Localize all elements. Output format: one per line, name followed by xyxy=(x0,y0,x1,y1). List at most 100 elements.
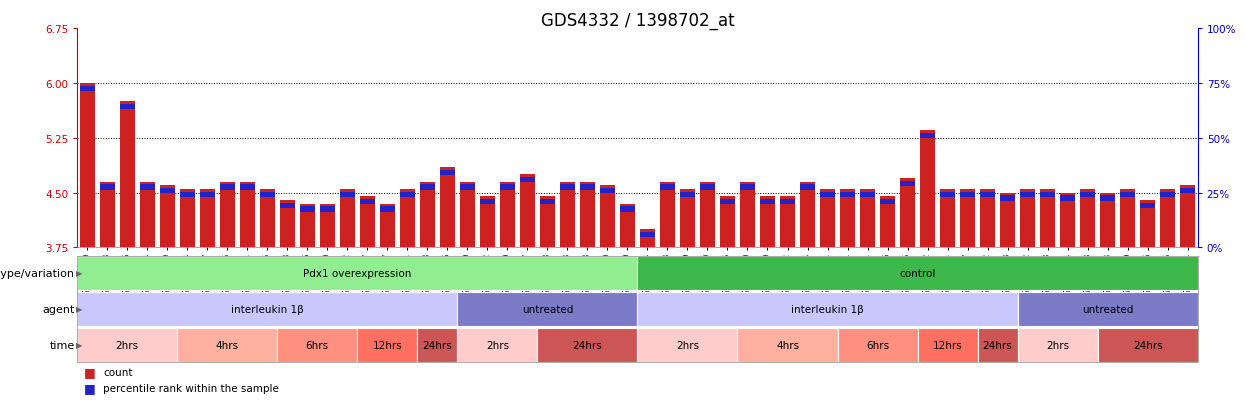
Bar xyxy=(139,185,154,190)
Bar xyxy=(801,185,815,190)
Bar xyxy=(300,207,315,212)
Bar xyxy=(120,105,134,110)
Bar xyxy=(880,197,895,248)
Bar xyxy=(380,207,395,212)
Bar xyxy=(1180,189,1195,194)
Bar xyxy=(1081,190,1096,248)
Bar xyxy=(179,190,194,248)
Bar xyxy=(720,199,735,205)
Bar xyxy=(360,197,375,248)
Bar xyxy=(500,185,515,190)
Bar xyxy=(479,197,494,248)
Bar xyxy=(420,185,435,190)
Bar xyxy=(680,192,695,197)
Text: 4hrs: 4hrs xyxy=(215,340,239,350)
Bar xyxy=(1101,193,1116,248)
Text: ▶: ▶ xyxy=(76,268,82,278)
Bar xyxy=(560,185,575,190)
Text: 24hrs: 24hrs xyxy=(573,340,603,350)
Bar xyxy=(159,189,174,194)
Bar xyxy=(459,182,474,248)
Bar xyxy=(479,199,494,205)
Bar xyxy=(600,186,615,248)
Bar xyxy=(1120,192,1135,197)
Bar xyxy=(840,190,855,248)
Text: interleukin 1β: interleukin 1β xyxy=(791,304,864,314)
Bar xyxy=(580,182,595,248)
Bar xyxy=(801,182,815,248)
Bar xyxy=(1040,192,1055,197)
Text: 12hrs: 12hrs xyxy=(372,340,402,350)
Bar xyxy=(139,182,154,248)
Bar xyxy=(720,197,735,248)
Bar xyxy=(980,190,995,248)
Bar xyxy=(100,185,115,190)
Bar xyxy=(260,192,275,197)
Bar xyxy=(1040,190,1055,248)
Text: 2hrs: 2hrs xyxy=(116,340,138,350)
Bar xyxy=(620,204,635,248)
Bar xyxy=(459,185,474,190)
Text: control: control xyxy=(899,268,936,278)
Bar xyxy=(220,182,235,248)
Text: 24hrs: 24hrs xyxy=(422,340,452,350)
Bar xyxy=(759,197,774,248)
Bar xyxy=(940,192,955,197)
Bar xyxy=(781,199,796,205)
Bar xyxy=(240,185,255,190)
Text: ▶: ▶ xyxy=(76,304,82,313)
Bar xyxy=(1101,196,1116,201)
Bar xyxy=(80,87,95,92)
Bar xyxy=(880,199,895,205)
Bar xyxy=(520,175,535,248)
Bar xyxy=(1020,190,1035,248)
Text: 12hrs: 12hrs xyxy=(933,340,962,350)
Bar xyxy=(120,102,134,248)
Bar xyxy=(640,233,655,237)
Text: 2hrs: 2hrs xyxy=(1046,340,1069,350)
Bar xyxy=(540,199,555,205)
Text: 6hrs: 6hrs xyxy=(306,340,329,350)
Text: 4hrs: 4hrs xyxy=(776,340,799,350)
Text: ■: ■ xyxy=(83,381,95,394)
Bar xyxy=(580,185,595,190)
Bar xyxy=(280,203,295,209)
Bar xyxy=(560,182,575,248)
Bar xyxy=(1000,196,1015,201)
Bar xyxy=(1081,192,1096,197)
Bar xyxy=(1000,193,1015,248)
Text: ▶: ▶ xyxy=(76,340,82,349)
Text: time: time xyxy=(50,340,75,350)
Bar xyxy=(540,197,555,248)
Bar xyxy=(1020,192,1035,197)
Text: untreated: untreated xyxy=(1082,304,1133,314)
Bar xyxy=(940,190,955,248)
Bar xyxy=(520,178,535,183)
Bar xyxy=(380,204,395,248)
Bar xyxy=(700,185,715,190)
Bar xyxy=(280,200,295,248)
Bar xyxy=(860,192,875,197)
Bar xyxy=(240,182,255,248)
Bar xyxy=(159,186,174,248)
Bar xyxy=(199,192,214,197)
Bar xyxy=(860,190,875,248)
Bar xyxy=(320,204,335,248)
Bar xyxy=(500,182,515,248)
Bar xyxy=(920,134,935,139)
Bar xyxy=(680,190,695,248)
Bar xyxy=(340,190,355,248)
Bar xyxy=(1120,190,1135,248)
Bar xyxy=(781,197,796,248)
Bar xyxy=(320,207,335,212)
Text: 24hrs: 24hrs xyxy=(1133,340,1163,350)
Bar xyxy=(900,181,915,187)
Bar xyxy=(199,190,214,248)
Bar xyxy=(400,192,415,197)
Bar xyxy=(980,192,995,197)
Bar xyxy=(1140,203,1155,209)
Bar xyxy=(1061,193,1076,248)
Text: percentile rank within the sample: percentile rank within the sample xyxy=(103,383,279,393)
Text: untreated: untreated xyxy=(522,304,573,314)
Bar xyxy=(1140,200,1155,248)
